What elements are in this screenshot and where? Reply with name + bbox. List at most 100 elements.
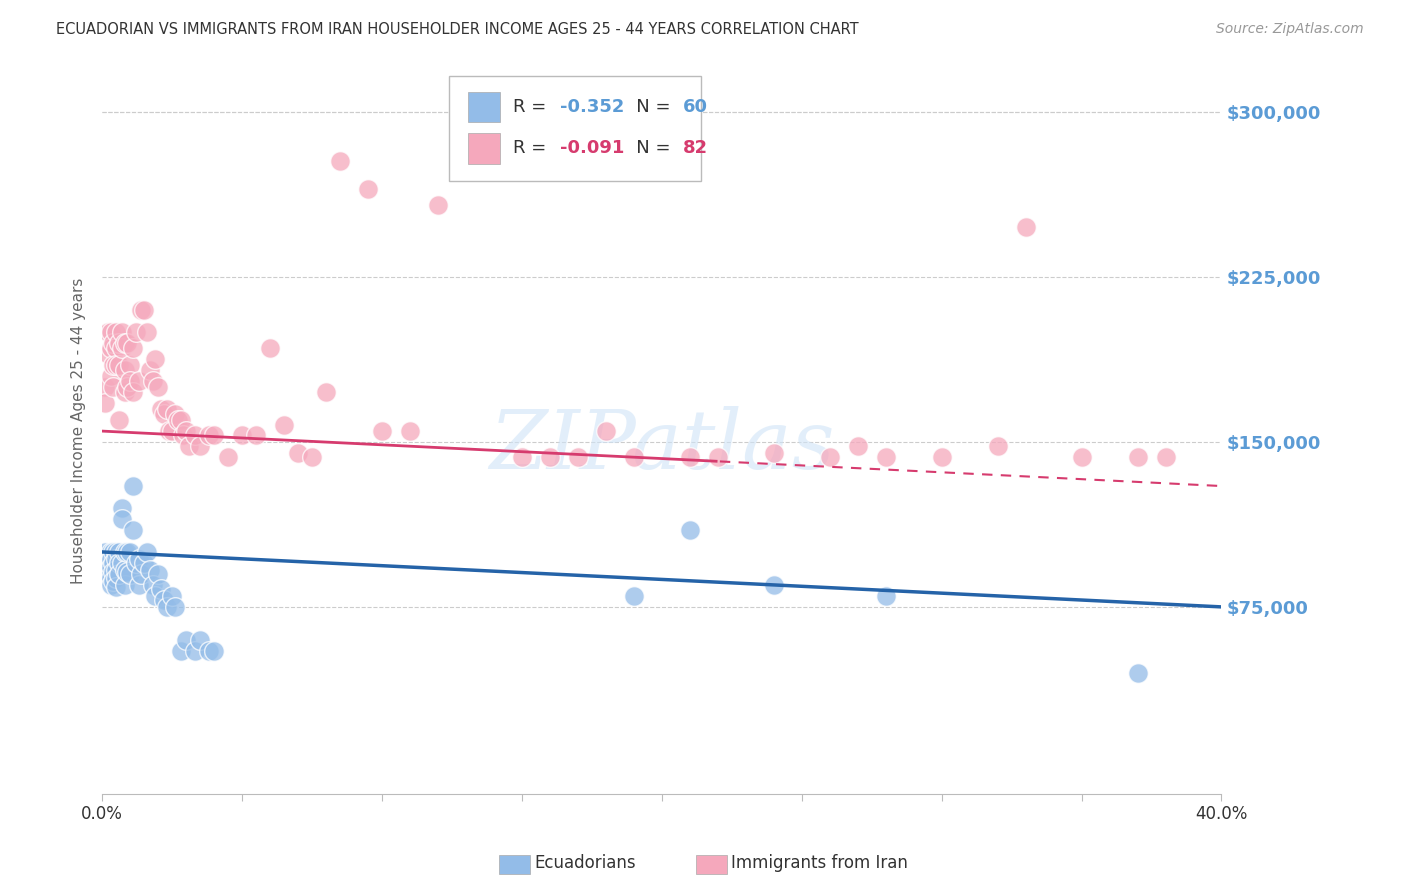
- Text: R =: R =: [513, 139, 553, 157]
- Point: [94, 380, 117, 394]
- Point: [1014, 219, 1036, 234]
- Point: [103, 545, 125, 559]
- Point: [94, 395, 117, 409]
- Point: [149, 582, 172, 597]
- Point: [94, 545, 117, 559]
- Point: [1126, 450, 1149, 465]
- Point: [1126, 665, 1149, 680]
- Point: [111, 325, 134, 339]
- Point: [197, 428, 219, 442]
- Point: [595, 424, 617, 438]
- Text: R =: R =: [513, 98, 553, 116]
- Point: [818, 450, 841, 465]
- Point: [146, 380, 169, 394]
- Point: [172, 428, 194, 442]
- Point: [427, 198, 450, 212]
- Point: [259, 341, 281, 355]
- Point: [97, 566, 120, 581]
- Point: [245, 428, 267, 442]
- Point: [1154, 450, 1177, 465]
- Point: [169, 644, 191, 658]
- Point: [183, 644, 205, 658]
- Point: [100, 551, 122, 566]
- Point: [287, 446, 309, 460]
- Point: [105, 358, 128, 372]
- Point: [174, 632, 197, 647]
- Point: [329, 153, 352, 168]
- Point: [100, 369, 122, 384]
- Point: [202, 644, 225, 658]
- Point: [155, 402, 177, 417]
- Point: [120, 358, 142, 372]
- Point: [125, 325, 148, 339]
- Point: [105, 562, 128, 576]
- Point: [117, 336, 139, 351]
- Point: [163, 599, 186, 614]
- Point: [131, 566, 153, 581]
- Point: [134, 556, 156, 570]
- Text: 82: 82: [683, 139, 709, 157]
- Point: [114, 562, 136, 576]
- Y-axis label: Householder Income Ages 25 - 44 years: Householder Income Ages 25 - 44 years: [72, 278, 86, 584]
- Point: [152, 407, 174, 421]
- Point: [371, 424, 394, 438]
- Point: [108, 545, 131, 559]
- Point: [105, 545, 128, 559]
- Point: [149, 402, 172, 417]
- Point: [399, 424, 422, 438]
- Text: -0.091: -0.091: [560, 139, 624, 157]
- Point: [108, 358, 131, 372]
- Point: [108, 336, 131, 351]
- Point: [136, 545, 159, 559]
- Point: [875, 589, 897, 603]
- Text: -0.352: -0.352: [560, 98, 624, 116]
- Point: [103, 574, 125, 588]
- Point: [139, 362, 162, 376]
- Point: [846, 440, 869, 454]
- Point: [100, 560, 122, 574]
- Point: [111, 341, 134, 355]
- Point: [707, 450, 730, 465]
- Point: [875, 450, 897, 465]
- Point: [105, 551, 128, 566]
- Point: [105, 341, 128, 355]
- Point: [188, 440, 211, 454]
- Point: [142, 578, 165, 592]
- Point: [273, 417, 295, 432]
- Point: [103, 380, 125, 394]
- Text: Immigrants from Iran: Immigrants from Iran: [731, 855, 908, 872]
- Point: [120, 374, 142, 388]
- Point: [117, 380, 139, 394]
- Point: [117, 565, 139, 579]
- Point: [114, 384, 136, 399]
- Point: [120, 566, 142, 581]
- Point: [217, 450, 239, 465]
- Point: [108, 566, 131, 581]
- Point: [145, 351, 167, 366]
- Point: [125, 556, 148, 570]
- Point: [510, 450, 533, 465]
- Text: N =: N =: [619, 139, 676, 157]
- Point: [188, 632, 211, 647]
- Point: [174, 424, 197, 438]
- Point: [114, 578, 136, 592]
- Point: [108, 556, 131, 570]
- Point: [142, 374, 165, 388]
- Text: ZIPatlas: ZIPatlas: [489, 406, 835, 485]
- Point: [301, 450, 323, 465]
- Point: [114, 545, 136, 559]
- Point: [97, 347, 120, 361]
- Point: [762, 578, 785, 592]
- Point: [152, 593, 174, 607]
- Point: [177, 440, 200, 454]
- Point: [122, 384, 145, 399]
- Point: [111, 501, 134, 516]
- Point: [97, 571, 120, 585]
- Point: [128, 374, 150, 388]
- Point: [538, 450, 561, 465]
- Point: [146, 566, 169, 581]
- Point: [679, 523, 702, 537]
- Point: [114, 362, 136, 376]
- Point: [122, 341, 145, 355]
- Point: [202, 428, 225, 442]
